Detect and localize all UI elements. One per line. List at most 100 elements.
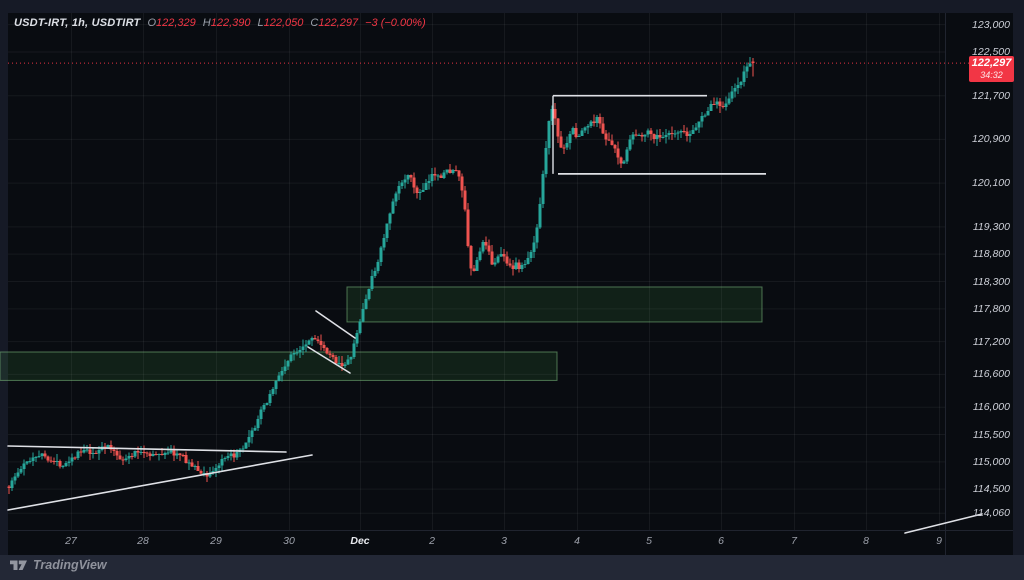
time-tick-label: 29 bbox=[210, 535, 222, 547]
candle bbox=[484, 242, 488, 246]
candle bbox=[409, 175, 413, 178]
candle bbox=[685, 131, 689, 137]
candle bbox=[649, 130, 653, 134]
candle bbox=[523, 264, 527, 266]
time-tick-label: 7 bbox=[791, 535, 797, 547]
flag-upper-line[interactable] bbox=[315, 310, 356, 339]
candle bbox=[181, 454, 185, 456]
candle bbox=[679, 130, 683, 133]
candle bbox=[655, 135, 659, 139]
candle bbox=[568, 134, 572, 143]
candle bbox=[190, 462, 194, 467]
candle bbox=[10, 480, 14, 489]
candle bbox=[562, 147, 566, 149]
candle bbox=[727, 98, 731, 104]
candle bbox=[520, 265, 524, 270]
candle bbox=[595, 116, 599, 123]
triangle-lower-line[interactable] bbox=[7, 454, 313, 511]
candle bbox=[319, 340, 323, 346]
candle bbox=[76, 451, 80, 459]
candle bbox=[550, 109, 554, 122]
triangle-upper-line[interactable] bbox=[7, 445, 287, 453]
candle bbox=[313, 338, 317, 340]
time-tick-label: 9 bbox=[936, 535, 942, 547]
time-tick-label: 6 bbox=[718, 535, 724, 547]
candle bbox=[16, 472, 20, 477]
ohlc-high: H122,390 bbox=[202, 17, 251, 29]
ohlc-low: L122,050 bbox=[257, 17, 304, 29]
bottom-right-line[interactable] bbox=[904, 513, 983, 534]
candle bbox=[637, 134, 641, 136]
price-tick-label: 116,600 bbox=[972, 368, 1010, 381]
candle bbox=[718, 101, 722, 106]
candle bbox=[472, 268, 476, 271]
flag-lower-line[interactable] bbox=[307, 346, 351, 374]
candle bbox=[355, 333, 359, 344]
candle bbox=[463, 190, 467, 210]
candle bbox=[67, 461, 71, 463]
supply-flip-zone[interactable] bbox=[346, 286, 763, 323]
candle bbox=[145, 452, 149, 454]
candle bbox=[112, 449, 116, 452]
candle bbox=[229, 453, 233, 456]
candle bbox=[670, 133, 674, 135]
candle bbox=[559, 136, 563, 148]
price-tick-label: 117,800 bbox=[972, 302, 1010, 315]
candle bbox=[274, 380, 278, 389]
candle bbox=[241, 448, 245, 450]
symbol-legend[interactable]: USDT-IRT, 1h, USDTIRT O122,329 H122,390 … bbox=[14, 16, 426, 30]
tradingview-attribution[interactable]: TradingView bbox=[10, 558, 107, 572]
candle bbox=[397, 185, 401, 194]
candle bbox=[172, 450, 176, 456]
candle bbox=[628, 139, 632, 150]
candle bbox=[316, 339, 320, 341]
candle bbox=[406, 175, 410, 180]
candle bbox=[34, 456, 38, 458]
candle bbox=[676, 132, 680, 134]
candle bbox=[535, 227, 539, 243]
time-tick-label: 8 bbox=[863, 535, 869, 547]
candle bbox=[466, 209, 470, 247]
candle bbox=[526, 258, 530, 265]
candle bbox=[517, 262, 521, 270]
candle bbox=[340, 362, 344, 367]
candle bbox=[142, 451, 146, 453]
candle bbox=[364, 298, 368, 310]
candle bbox=[256, 419, 260, 428]
candle bbox=[664, 134, 668, 138]
candle bbox=[385, 223, 389, 239]
candle bbox=[736, 84, 740, 88]
price-tick-label: 115,500 bbox=[972, 428, 1010, 441]
chart-pane-background[interactable] bbox=[8, 13, 1013, 555]
candle bbox=[13, 476, 17, 481]
candle bbox=[634, 134, 638, 136]
candle bbox=[691, 129, 695, 135]
price-tick-label: 118,800 bbox=[972, 248, 1010, 261]
candle bbox=[139, 451, 143, 453]
candle bbox=[733, 87, 737, 92]
candle bbox=[418, 191, 422, 194]
price-tick-label: 114,500 bbox=[972, 483, 1010, 496]
candle bbox=[37, 455, 41, 457]
ohlc-open: O122,329 bbox=[147, 17, 196, 29]
candle bbox=[322, 345, 326, 349]
candle bbox=[589, 121, 593, 127]
candle bbox=[544, 147, 548, 175]
candle bbox=[538, 203, 542, 228]
candle bbox=[667, 133, 671, 135]
tradingview-logo-icon bbox=[10, 560, 27, 570]
candle bbox=[184, 455, 188, 464]
candle bbox=[82, 450, 86, 453]
candle bbox=[358, 321, 362, 334]
candle bbox=[235, 451, 239, 458]
candle bbox=[724, 103, 728, 107]
time-tick-label: Dec bbox=[350, 535, 370, 547]
candle bbox=[247, 436, 251, 443]
candle bbox=[682, 130, 686, 132]
candle bbox=[481, 242, 485, 252]
candle bbox=[610, 140, 614, 145]
candle bbox=[334, 357, 338, 364]
candle bbox=[286, 360, 290, 367]
price-tick-label: 122,500 bbox=[972, 46, 1010, 58]
